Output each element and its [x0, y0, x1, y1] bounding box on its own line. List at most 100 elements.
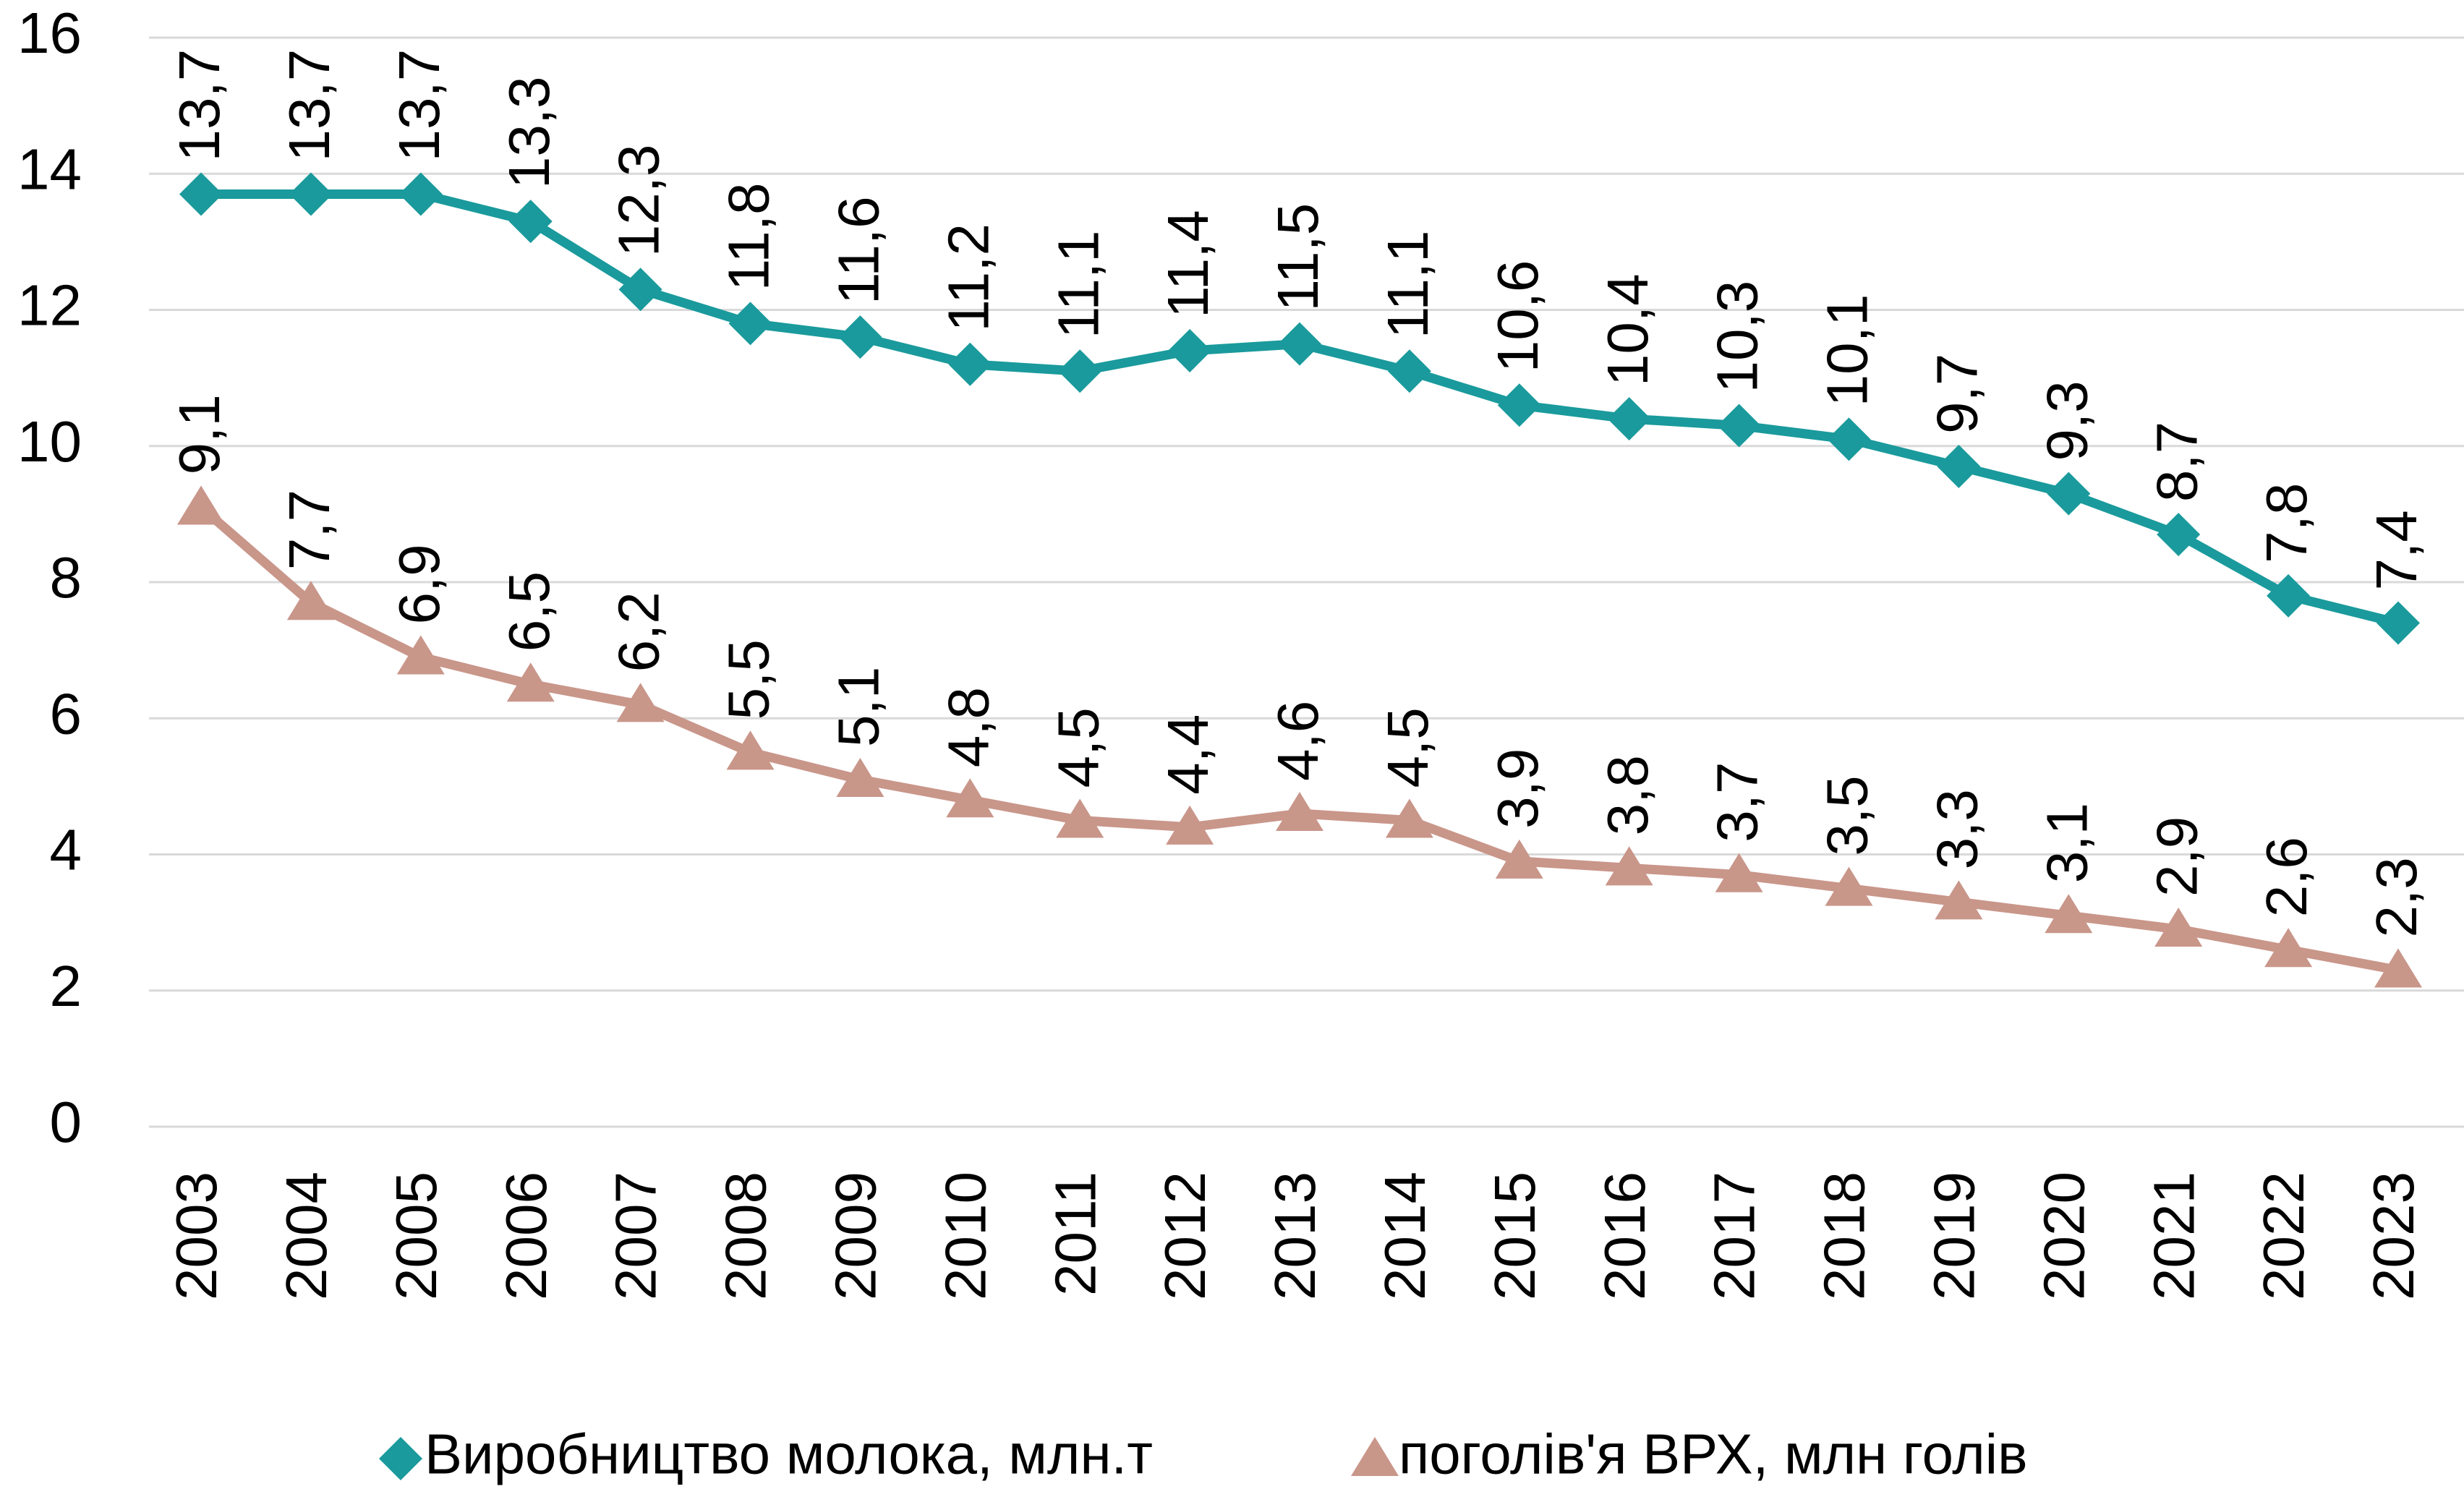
data-point: [1717, 404, 1761, 448]
y-tick-label: 2: [50, 954, 82, 1018]
data-label: 9,7: [1925, 354, 1990, 434]
data-label: 4,8: [936, 687, 1000, 767]
x-tick-label: 2019: [1922, 1172, 1987, 1300]
data-label: 4,5: [1046, 707, 1110, 788]
data-label: 2,6: [2254, 837, 2319, 917]
data-label: 9,1: [167, 394, 231, 474]
data-label: 13,7: [277, 49, 341, 162]
data-label: 11,2: [936, 223, 1000, 332]
data-point: [2157, 513, 2201, 557]
data-point: [616, 683, 665, 722]
data-label: 6,9: [387, 544, 451, 624]
data-point: [286, 581, 335, 620]
data-point: [1605, 846, 1653, 886]
data-label: 11,4: [1156, 210, 1220, 318]
x-tick-label: 2011: [1043, 1172, 1107, 1296]
data-point: [508, 200, 553, 244]
data-label: 3,3: [1925, 789, 1990, 869]
x-tick-label: 2020: [2032, 1172, 2096, 1300]
data-label: 4,5: [1376, 707, 1440, 788]
data-point: [726, 730, 775, 770]
data-point: [1387, 349, 1431, 393]
data-label: 3,8: [1595, 755, 1660, 835]
x-tick-label: 2009: [824, 1172, 888, 1300]
data-label: 3,5: [1815, 775, 1880, 856]
data-label: 7,4: [2364, 510, 2429, 590]
data-label: 2,9: [2144, 816, 2209, 897]
data-label: 12,3: [607, 145, 671, 257]
data-label: 3,1: [2034, 803, 2099, 883]
x-tick-label: 2022: [2251, 1172, 2316, 1300]
data-point: [2264, 928, 2313, 968]
data-point: [728, 302, 772, 346]
data-label: 3,7: [1705, 762, 1770, 842]
legend-label: Виробництво молока, млн.т: [425, 1422, 1153, 1486]
data-label: 13,3: [497, 76, 561, 189]
data-point: [2154, 908, 2203, 947]
data-point: [1607, 397, 1651, 441]
data-label: 10,6: [1485, 260, 1550, 373]
data-label: 10,3: [1705, 281, 1770, 393]
data-label: 11,8: [717, 183, 781, 291]
data-point: [1937, 444, 1981, 488]
x-tick-label: 2013: [1263, 1172, 1327, 1300]
y-tick-label: 0: [50, 1090, 82, 1154]
data-point: [1825, 866, 1873, 906]
data-point: [2376, 601, 2420, 645]
data-point: [177, 485, 225, 525]
data-point: [1935, 880, 1983, 920]
data-point: [618, 268, 662, 312]
x-tick-label: 2023: [2361, 1172, 2426, 1300]
data-label: 7,7: [277, 490, 341, 570]
data-label: 10,1: [1815, 294, 1880, 407]
y-tick-label: 6: [50, 681, 82, 746]
x-tick-label: 2014: [1373, 1172, 1437, 1300]
data-point: [946, 778, 994, 818]
data-point: [2047, 472, 2091, 516]
data-label: 5,5: [717, 639, 781, 720]
legend-marker: [1351, 1437, 1399, 1476]
data-point: [1276, 792, 1323, 832]
data-point: [2267, 573, 2311, 618]
data-point: [1827, 417, 1871, 461]
data-point: [1495, 839, 1543, 879]
data-point: [838, 315, 882, 359]
data-label: 10,4: [1595, 273, 1660, 386]
data-label: 11,1: [1046, 230, 1110, 338]
data-point: [2045, 894, 2093, 934]
legend-label: поголів'я ВРХ, млн голів: [1399, 1422, 2028, 1486]
data-label: 11,6: [827, 196, 891, 304]
data-label: 6,2: [607, 592, 671, 672]
data-label: 5,1: [827, 667, 891, 747]
x-tick-label: 2015: [1483, 1172, 1547, 1300]
y-tick-label: 4: [50, 818, 82, 882]
data-label: 4,4: [1156, 714, 1220, 795]
data-label: 8,7: [2144, 422, 2209, 502]
x-tick-label: 2016: [1593, 1172, 1657, 1300]
data-point: [289, 172, 333, 216]
data-label: 3,9: [1485, 748, 1550, 829]
data-point: [506, 662, 555, 702]
x-tick-label: 2018: [1812, 1172, 1877, 1300]
data-point: [396, 635, 445, 675]
x-tick-label: 2017: [1702, 1172, 1767, 1300]
data-label: 6,5: [497, 571, 561, 652]
y-tick-label: 10: [17, 409, 82, 474]
data-point: [836, 757, 884, 797]
data-point: [1385, 798, 1433, 838]
x-tick-label: 2012: [1153, 1172, 1217, 1300]
data-point: [1715, 853, 1763, 892]
x-tick-label: 2006: [494, 1172, 558, 1300]
y-tick-label: 16: [17, 1, 82, 65]
data-label: 11,5: [1266, 203, 1330, 312]
data-point: [179, 172, 223, 216]
data-point: [2374, 948, 2422, 988]
data-point: [1497, 383, 1541, 427]
y-tick-label: 12: [17, 273, 82, 338]
x-tick-label: 2003: [164, 1172, 229, 1300]
legend-marker: [379, 1437, 422, 1480]
x-tick-label: 2021: [2141, 1172, 2206, 1300]
data-label: 11,1: [1376, 230, 1440, 338]
data-point: [948, 342, 992, 386]
